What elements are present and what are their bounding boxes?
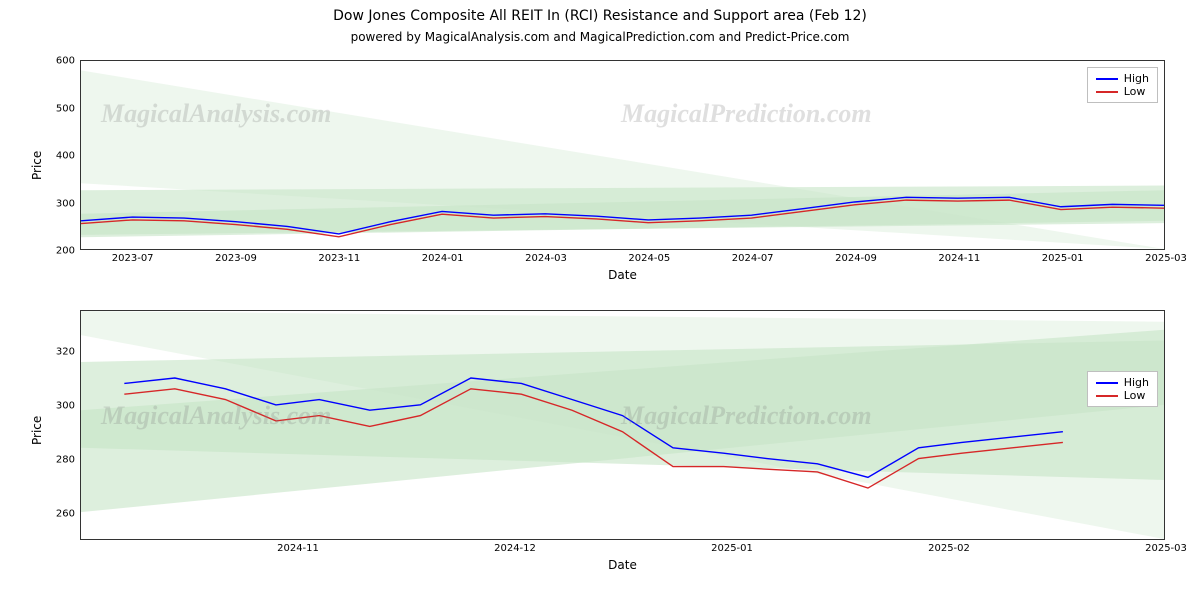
y-tick: 400 [56, 151, 81, 162]
legend-swatch-low [1096, 395, 1118, 397]
top-x-axis-label: Date [80, 268, 1165, 282]
legend: High Low [1087, 67, 1158, 103]
legend: High Low [1087, 371, 1158, 407]
y-tick: 260 [56, 508, 81, 519]
x-tick: 2025-02 [928, 539, 970, 554]
y-tick: 600 [56, 56, 81, 67]
x-tick: 2024-11 [938, 249, 980, 264]
x-tick: 2025-03 [1145, 249, 1187, 264]
x-tick: 2024-11 [277, 539, 319, 554]
x-tick: 2023-07 [112, 249, 154, 264]
x-tick: 2024-03 [525, 249, 567, 264]
chart-subtitle: powered by MagicalAnalysis.com and Magic… [0, 30, 1200, 44]
legend-item-high: High [1096, 376, 1149, 389]
x-tick: 2024-05 [628, 249, 670, 264]
bottom-x-axis-label: Date [80, 558, 1165, 572]
legend-item-low: Low [1096, 85, 1149, 98]
legend-label: Low [1124, 389, 1146, 402]
y-tick: 500 [56, 103, 81, 114]
x-tick: 2023-09 [215, 249, 257, 264]
y-tick: 200 [56, 246, 81, 257]
top-chart: MagicalAnalysis.com MagicalPrediction.co… [80, 60, 1165, 250]
top-y-axis-label: Price [30, 151, 44, 180]
bottom-chart: MagicalAnalysis.com MagicalPrediction.co… [80, 310, 1165, 540]
legend-swatch-high [1096, 382, 1118, 384]
x-tick: 2023-11 [318, 249, 360, 264]
legend-label: Low [1124, 85, 1146, 98]
x-tick: 2025-01 [1042, 249, 1084, 264]
legend-swatch-high [1096, 78, 1118, 80]
y-tick: 300 [56, 198, 81, 209]
legend-label: High [1124, 72, 1149, 85]
bottom-y-axis-label: Price [30, 416, 44, 445]
y-tick: 300 [56, 400, 81, 411]
x-tick: 2025-03 [1145, 539, 1187, 554]
x-tick: 2024-09 [835, 249, 877, 264]
legend-item-low: Low [1096, 389, 1149, 402]
top-chart-plot [81, 61, 1164, 249]
legend-swatch-low [1096, 91, 1118, 93]
legend-item-high: High [1096, 72, 1149, 85]
x-tick: 2024-12 [494, 539, 536, 554]
x-tick: 2024-07 [732, 249, 774, 264]
x-tick: 2025-01 [711, 539, 753, 554]
x-tick: 2024-01 [422, 249, 464, 264]
legend-label: High [1124, 376, 1149, 389]
y-tick: 280 [56, 454, 81, 465]
chart-title: Dow Jones Composite All REIT In (RCI) Re… [0, 8, 1200, 24]
y-tick: 320 [56, 346, 81, 357]
bottom-chart-plot [81, 311, 1164, 539]
